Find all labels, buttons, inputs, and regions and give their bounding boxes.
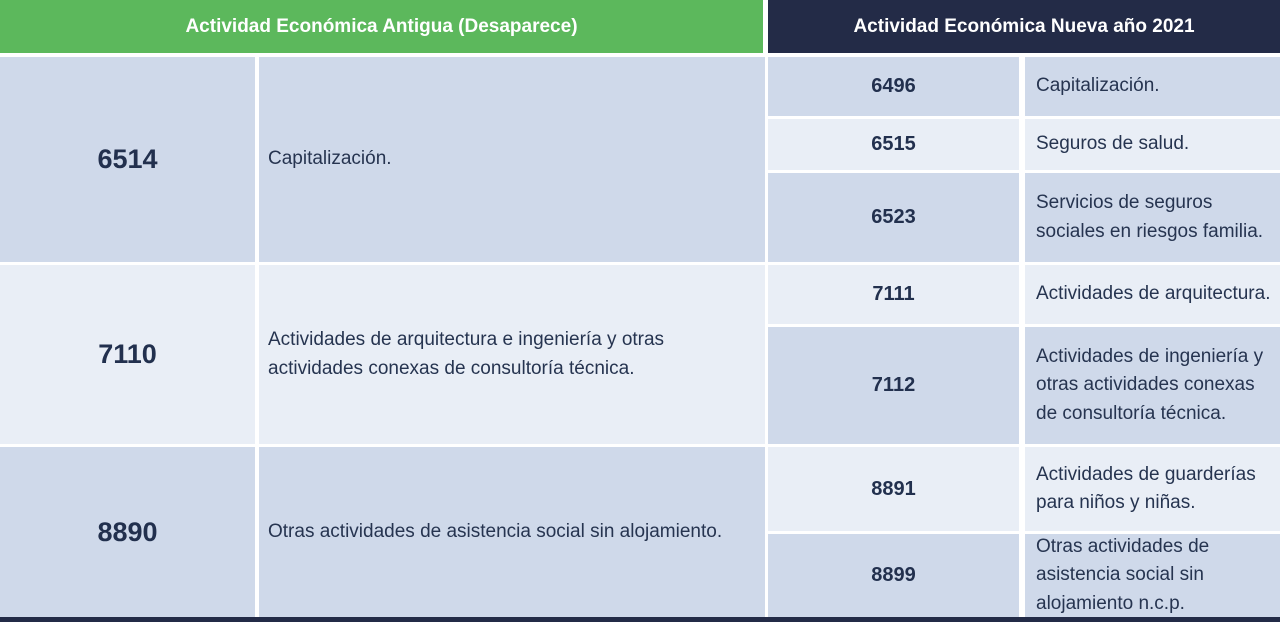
new-description-text: Servicios de seguros sociales en riesgos… bbox=[1036, 192, 1264, 242]
new-description-cell: Actividades de arquitectura. bbox=[1025, 265, 1280, 324]
old-description-cell: Otras actividades de asistencia social s… bbox=[259, 447, 765, 617]
new-description-cell: Servicios de seguros sociales en riesgos… bbox=[1025, 173, 1280, 262]
old-activity-header-label: Actividad Económica Antigua (Desaparece) bbox=[185, 15, 578, 37]
new-description-cell: Actividades de ingeniería y otras activi… bbox=[1025, 327, 1280, 444]
old-description-text: Actividades de arquitectura e ingeniería… bbox=[268, 329, 665, 379]
old-description-text: Capitalización. bbox=[268, 148, 392, 170]
old-description-cell: Actividades de arquitectura e ingeniería… bbox=[259, 265, 765, 444]
new-description-cell: Otras actividades de asistencia social s… bbox=[1025, 534, 1280, 617]
new-code-cell: 7112 bbox=[768, 327, 1019, 444]
bottom-divider-bar bbox=[0, 617, 1280, 622]
new-description-cell: Seguros de salud. bbox=[1025, 119, 1280, 170]
new-activity-header: Actividad Económica Nueva año 2021 bbox=[768, 0, 1280, 53]
new-code-cell: 8891 bbox=[768, 447, 1019, 531]
old-description-text: Otras actividades de asistencia social s… bbox=[268, 520, 723, 542]
old-activity-header: Actividad Económica Antigua (Desaparece) bbox=[0, 0, 763, 53]
new-activity-header-label: Actividad Económica Nueva año 2021 bbox=[853, 15, 1195, 37]
new-description-text: Actividades de guarderías para niños y n… bbox=[1036, 463, 1256, 514]
old-code-cell: 6514 bbox=[0, 57, 255, 262]
old-code-cell: 7110 bbox=[0, 265, 255, 444]
new-description-text: Otras actividades de asistencia social s… bbox=[1036, 535, 1210, 614]
old-description-cell: Capitalización. bbox=[259, 57, 765, 262]
new-description-text: Actividades de ingeniería y otras activi… bbox=[1036, 345, 1264, 424]
new-code-cell: 6496 bbox=[768, 57, 1019, 116]
new-code-cell: 8899 bbox=[768, 534, 1019, 617]
new-description-text: Actividades de arquitectura. bbox=[1036, 283, 1271, 305]
new-description-text: Seguros de salud. bbox=[1036, 133, 1190, 155]
new-description-cell: Actividades de guarderías para niños y n… bbox=[1025, 447, 1280, 531]
old-code-cell: 8890 bbox=[0, 447, 255, 617]
new-code-cell: 6523 bbox=[768, 173, 1019, 262]
new-code-cell: 7111 bbox=[768, 265, 1019, 324]
new-code-cell: 6515 bbox=[768, 119, 1019, 170]
new-description-cell: Capitalización. bbox=[1025, 57, 1280, 116]
new-description-text: Capitalización. bbox=[1036, 75, 1160, 97]
